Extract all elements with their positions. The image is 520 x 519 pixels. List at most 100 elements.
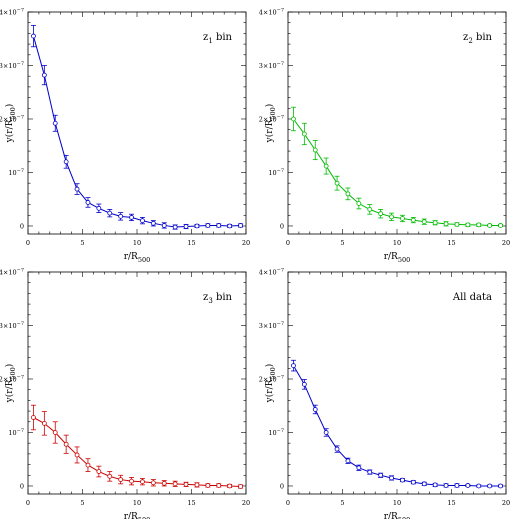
y-axis-label-subscript: 500	[269, 107, 277, 119]
data-marker	[227, 483, 233, 489]
data-marker	[454, 483, 460, 488]
series-line	[32, 35, 241, 228]
y-tick-label-exponent: −7	[17, 114, 24, 120]
x-axis-label-subscript: 500	[138, 516, 150, 519]
data-marker	[161, 223, 167, 228]
data-point	[183, 223, 189, 230]
panel-label-suffix: bin	[213, 292, 233, 303]
data-marker	[41, 420, 47, 426]
data-point	[194, 223, 200, 229]
y-axis-label-close: )	[264, 364, 275, 368]
data-marker	[172, 481, 178, 487]
data-marker	[334, 180, 340, 186]
data-point	[139, 217, 145, 225]
x-tick-label: 5	[80, 499, 84, 507]
x-axis-label-subscript: 500	[398, 256, 410, 264]
y-axis-label: y(r/R500)	[4, 364, 17, 404]
x-tick-label: 20	[502, 239, 510, 247]
data-point	[454, 221, 460, 227]
data-point	[367, 204, 373, 215]
y-tick-label-base: 3×10	[0, 62, 17, 70]
x-axis-label: r/R500	[384, 512, 411, 519]
y-tick-label-base: 3×10	[259, 62, 277, 70]
y-tick-label-exponent: −7	[277, 268, 284, 274]
y-tick-label-base: 2×10	[259, 375, 277, 383]
data-point	[312, 139, 318, 161]
data-marker	[410, 217, 416, 223]
data-point	[150, 479, 156, 487]
y-tick-label-base: 10	[268, 429, 276, 437]
data-marker	[291, 116, 296, 122]
data-marker	[356, 465, 362, 471]
data-point	[421, 481, 427, 487]
y-tick-label: 3×10−7	[259, 61, 284, 70]
panel-label-main: z	[203, 32, 208, 43]
data-point	[312, 404, 318, 415]
data-marker	[378, 211, 384, 217]
x-tick-label: 15	[187, 499, 195, 507]
panel-label-subscript: 2	[468, 37, 472, 45]
data-marker	[356, 201, 362, 206]
data-point	[227, 483, 233, 489]
data-marker	[107, 210, 113, 216]
data-marker	[74, 186, 80, 192]
data-point	[238, 223, 244, 228]
y-axis-label-subscript: 500	[9, 107, 17, 119]
data-point	[399, 477, 405, 483]
y-tick-label: 2×10−7	[0, 114, 24, 123]
y-axis-label: y(r/R500)	[264, 364, 277, 404]
data-marker	[487, 223, 493, 228]
panel-label-suffix: bin	[213, 32, 233, 43]
y-tick-label-base: 2×10	[0, 115, 17, 123]
y-tick-label: 2×10−7	[259, 114, 284, 123]
data-marker	[140, 479, 145, 485]
data-point	[74, 446, 80, 464]
x-tick-label: 15	[447, 499, 455, 507]
panel-label-subscript: 1	[208, 37, 212, 45]
data-marker	[96, 469, 102, 474]
y-tick-label-base: 4×10	[0, 9, 17, 17]
plot-frame	[27, 271, 247, 495]
x-tick-label: 0	[26, 239, 30, 247]
x-tick-label: 10	[393, 499, 401, 507]
data-marker	[312, 147, 318, 153]
y-tick-label-exponent: −7	[277, 61, 284, 67]
y-tick-label-base: 0	[280, 222, 284, 230]
y-tick-label-base: 2×10	[0, 375, 17, 383]
data-marker	[291, 363, 296, 369]
data-point	[476, 222, 482, 228]
x-tick-label: 20	[242, 499, 250, 507]
y-tick-label-base: 10	[8, 429, 16, 437]
data-marker	[400, 216, 405, 221]
data-marker	[378, 472, 384, 478]
panel-label-main: All data	[452, 292, 492, 303]
data-point	[129, 213, 135, 222]
data-point	[465, 222, 471, 228]
y-tick-label-base: 2×10	[259, 115, 277, 123]
data-marker	[63, 441, 69, 447]
y-tick-label-base: 4×10	[259, 269, 277, 277]
data-marker	[194, 482, 200, 488]
data-point	[389, 212, 395, 222]
data-point	[432, 482, 438, 488]
data-marker	[52, 430, 58, 435]
data-point	[216, 483, 222, 488]
x-tick-label: 10	[133, 239, 141, 247]
data-point	[129, 477, 135, 486]
data-point	[356, 197, 362, 210]
data-point	[30, 24, 36, 48]
data-point	[301, 122, 307, 146]
data-marker	[410, 479, 416, 485]
data-point	[290, 106, 296, 132]
data-point	[150, 220, 156, 227]
data-marker	[74, 452, 80, 458]
data-point	[334, 445, 340, 453]
data-point	[74, 183, 80, 195]
y-tick-label-exponent: −7	[277, 168, 284, 174]
data-point	[301, 379, 307, 390]
y-tick-label-base: 3×10	[0, 322, 17, 330]
data-point	[139, 478, 145, 486]
data-point	[205, 483, 211, 488]
data-point	[172, 224, 178, 230]
